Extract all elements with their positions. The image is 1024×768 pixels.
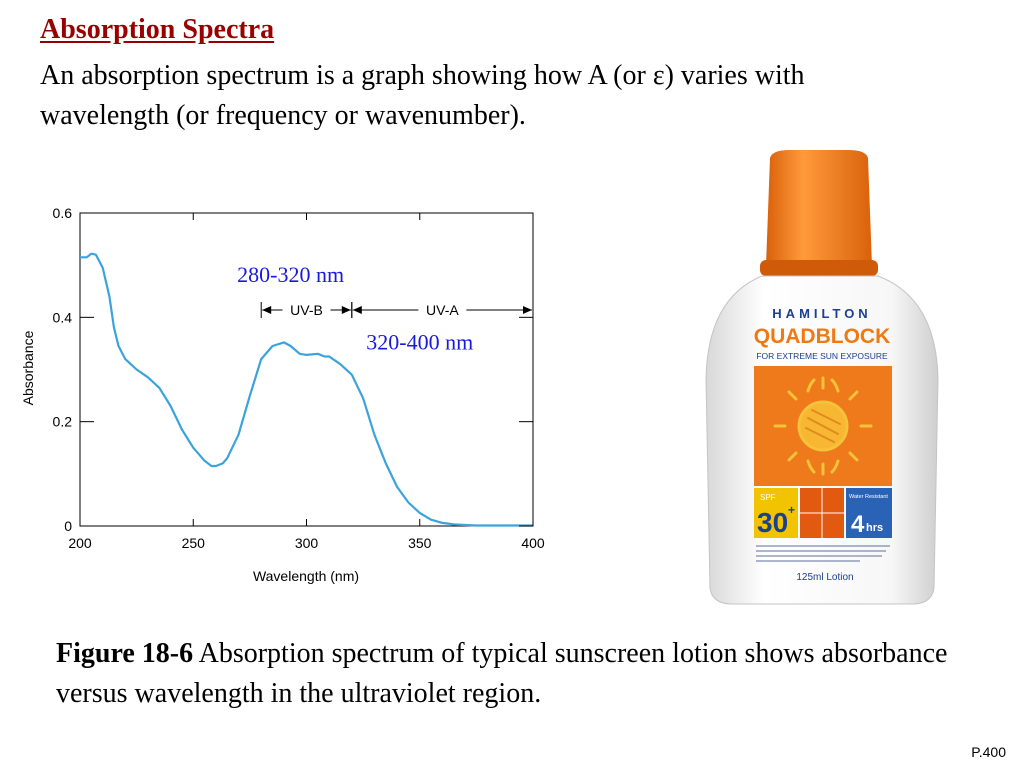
hours-unit: hrs [866,522,883,534]
sun-icon [773,376,873,476]
intro-text: An absorption spectrum is a graph showin… [40,60,805,131]
spf-label: SPF [760,493,776,502]
band-arrowhead-left [262,306,272,315]
water-resistance-badge: Water Resistant 4 hrs [846,488,892,538]
absorbance-chart: UV-B UV-A 200 250 300 350 400 0 0.2 0.4 0.6 Absor… [20,205,545,584]
brand-name: HAMILTON [772,306,871,321]
wavelength-range-note: 280-320 nm [237,262,344,287]
band-label: UV-B [290,302,323,318]
bottle-cap [760,150,878,276]
figure-caption: Figure 18-6 Absorption spectrum of typic… [56,634,956,714]
absorbance-curve [80,252,533,527]
band-arrowhead-right [523,306,532,315]
water-resistant-label: Water Resistant [849,494,888,500]
product-tagline: FOR EXTREME SUN EXPOSURE [756,351,888,361]
uv-protection-grid [800,488,844,538]
band-uv-a: UV-A [351,302,534,319]
x-axis-label: Wavelength (nm) [253,568,359,584]
band-uv-b: UV-B [260,302,353,319]
spf-plus: + [788,503,795,517]
plot-frame [79,212,534,527]
y-axis-label: Absorbance [20,330,36,405]
figure-caption-text: Absorption spectrum of typical sunscreen… [56,638,948,709]
wavelength-range-note: 320-400 nm [366,330,473,355]
slide-title: Absorption Spectra [40,14,275,45]
band-label: UV-A [426,302,459,318]
fine-print [756,545,890,562]
band-arrowhead-left [352,306,362,315]
sunscreen-bottle-image: HAMILTON QUADBLOCK FOR EXTREME SUN EXPOS… [705,150,939,605]
spf-badge: SPF 30 + [754,488,798,538]
x-tick-label: 200 [68,535,92,551]
y-tick-label: 0.6 [53,205,73,221]
x-tick-label: 400 [521,535,545,551]
x-tick-label: 250 [182,535,206,551]
x-tick-label: 350 [408,535,432,551]
y-tick-label: 0.4 [53,309,73,325]
band-arrowhead-right [341,306,351,315]
product-name: QUADBLOCK [754,325,891,348]
spf-value: 30 [757,507,788,538]
figure-label: Figure 18-6 [56,638,194,669]
x-tick-label: 300 [295,535,319,551]
volume-label: 125ml Lotion [796,572,853,583]
y-tick-label: 0.2 [53,414,73,430]
y-tick-label: 0 [64,518,72,534]
hours-value: 4 [851,511,865,538]
page-number: P.400 [971,744,1006,760]
